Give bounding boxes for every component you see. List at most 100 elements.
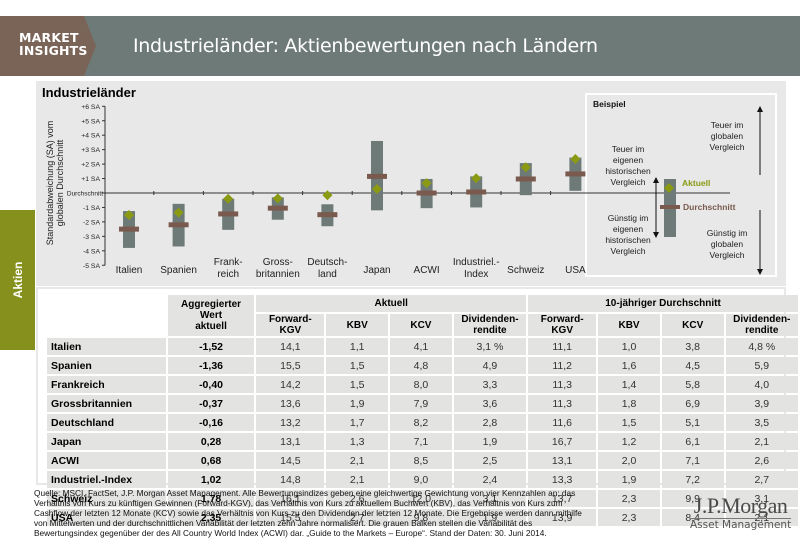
value-cell: 1,9 [598, 471, 660, 488]
value-cell: 2,7 [326, 509, 389, 526]
value-cell: 1,9 [453, 433, 527, 450]
brand-chevron-shape [0, 16, 96, 76]
y-axis-label-line2: globalen Durchschnitt [55, 139, 65, 226]
average-marker [565, 171, 586, 177]
chart-panel [36, 81, 786, 286]
header-bar [0, 16, 800, 76]
value-cell: 2,8 [453, 414, 527, 431]
legend-cheap-global-text: Vergleich [710, 250, 745, 260]
value-cell: 4,8 % [725, 338, 798, 355]
value-cell: 3,9 [725, 395, 798, 412]
value-cell: 1,9 [326, 395, 389, 412]
category-label-line1: Deutsch- [307, 257, 347, 268]
table-row: Deutschland -0,16 13,2 1,7 8,2 2,8 11,6 1,5 5,1 3… [47, 414, 798, 431]
legend-expensive-hist-text: historischen [605, 166, 651, 176]
value-cell: 1,1 [326, 338, 389, 355]
value-cell: 2,1 [326, 471, 389, 488]
column-header: Dividenden-rendite [453, 314, 527, 336]
value-cell: 3,8 [661, 338, 724, 355]
aggregate-value-cell: 1,02 [167, 471, 255, 488]
value-cell: 16,1 [256, 490, 325, 507]
column-header-line2: rendite [745, 325, 779, 336]
brand-text: MARKET INSIGHTS [19, 31, 88, 57]
legend-expensive-hist-text: Teuer im [612, 144, 645, 154]
source-footnote: Quelle: MSCI, FactSet, J.P. Morgan Asset… [34, 488, 582, 538]
y-tick-label: +4 SA [81, 133, 100, 140]
current-marker [570, 154, 581, 165]
value-cell: 14,5 [256, 452, 325, 469]
average-marker [416, 190, 437, 196]
value-cell: 2,5 [453, 452, 527, 469]
section-tab-aktien[interactable]: Aktien [0, 210, 35, 350]
value-cell: 1,6 [598, 357, 660, 374]
value-cell: 8,0 [390, 376, 452, 393]
value-cell: 13,6 [256, 395, 325, 412]
value-cell: 2,1 [326, 452, 389, 469]
y-tick-label: +5 SA [81, 118, 100, 125]
aggregate-value-cell: 0,28 [167, 433, 255, 450]
value-cell: 3,6 [453, 395, 527, 412]
value-cell: 8,5 [390, 452, 452, 469]
value-cell: 1,5 [326, 376, 389, 393]
column-header: Dividenden-rendite [725, 314, 798, 336]
aggregate-value-cell: -1,52 [167, 338, 255, 355]
y-tick-label: +3 SA [81, 147, 100, 154]
value-cell: 14,8 [256, 471, 325, 488]
value-cell: 14,1 [256, 338, 325, 355]
average-marker [267, 205, 288, 211]
table-row: Italien -1,52 14,1 1,1 4,1 3,1 % 11,1 1,0 3,8 4,8… [47, 338, 798, 355]
category-label: Schweiz [507, 265, 544, 276]
category-label-line2: Index [464, 269, 488, 280]
value-cell: 13,9 [528, 509, 597, 526]
value-cell: 2,1 [725, 433, 798, 450]
average-marker [466, 189, 487, 195]
category-label-line2: britannien [256, 269, 300, 280]
country-cell: Japan [47, 433, 166, 450]
category-label-line1: Gross- [263, 257, 293, 268]
value-cell: 3,1 [725, 490, 798, 507]
value-cell: 1,0 [598, 338, 660, 355]
column-header: KBV [598, 314, 660, 336]
value-cell: 11,6 [528, 414, 597, 431]
value-cell: 5,1 [661, 414, 724, 431]
legend-example-box [585, 93, 777, 277]
y-tick-label: -3 SA [83, 234, 100, 241]
value-cell: 2,3 [598, 490, 660, 507]
aggregate-value-cell: 1,78 [167, 490, 255, 507]
arrow-up-icon [653, 177, 659, 183]
value-cell: 3,1 % [453, 338, 527, 355]
country-cell: Grossbritannien [47, 395, 166, 412]
country-cell: Italien [47, 338, 166, 355]
value-cell: 15,5 [256, 509, 325, 526]
value-cell: 11,1 [528, 338, 597, 355]
value-cell: 1,5 [326, 357, 389, 374]
current-marker [124, 209, 134, 220]
value-cell: 4,0 [725, 376, 798, 393]
brand-line-2: INSIGHTS [19, 43, 88, 58]
country-cell: Industriel.-Index [47, 471, 166, 488]
agg-header-line2: aktuell [195, 321, 227, 332]
aggregate-value-cell: 2,35 [167, 509, 255, 526]
column-header: KCV [661, 314, 724, 336]
average-marker [218, 211, 239, 217]
value-cell: 8,2 [390, 414, 452, 431]
column-header: KBV [326, 314, 389, 336]
category-label-line1: Industriel.- [453, 257, 500, 268]
table-row: Schweiz 1,78 16,1 2,6 12,0 3,1 13,7 2,3 9,9 3,1 [47, 490, 798, 507]
value-cell: 3,1 [453, 490, 527, 507]
value-cell: 7,2 [661, 471, 724, 488]
value-cell: 3,5 [725, 414, 798, 431]
value-cell: 1,4 [598, 376, 660, 393]
market-insights-badge: MARKET INSIGHTS [0, 16, 96, 76]
aggregate-value-cell: -0,16 [167, 414, 255, 431]
value-cell: 2,1 [725, 509, 798, 526]
column-header: KCV [390, 314, 452, 336]
y-tick-label: +2 SA [81, 162, 100, 169]
value-cell: 5,8 [661, 376, 724, 393]
value-cell: 1,7 [326, 414, 389, 431]
logo-wordmark: J.P.Morgan [690, 495, 792, 519]
legend-expensive-hist-text: Vergleich [611, 177, 646, 187]
value-cell: 4,8 [390, 357, 452, 374]
group-header-10y-avg: 10-jähriger Durchschnitt [528, 295, 798, 312]
current-marker [372, 183, 382, 194]
